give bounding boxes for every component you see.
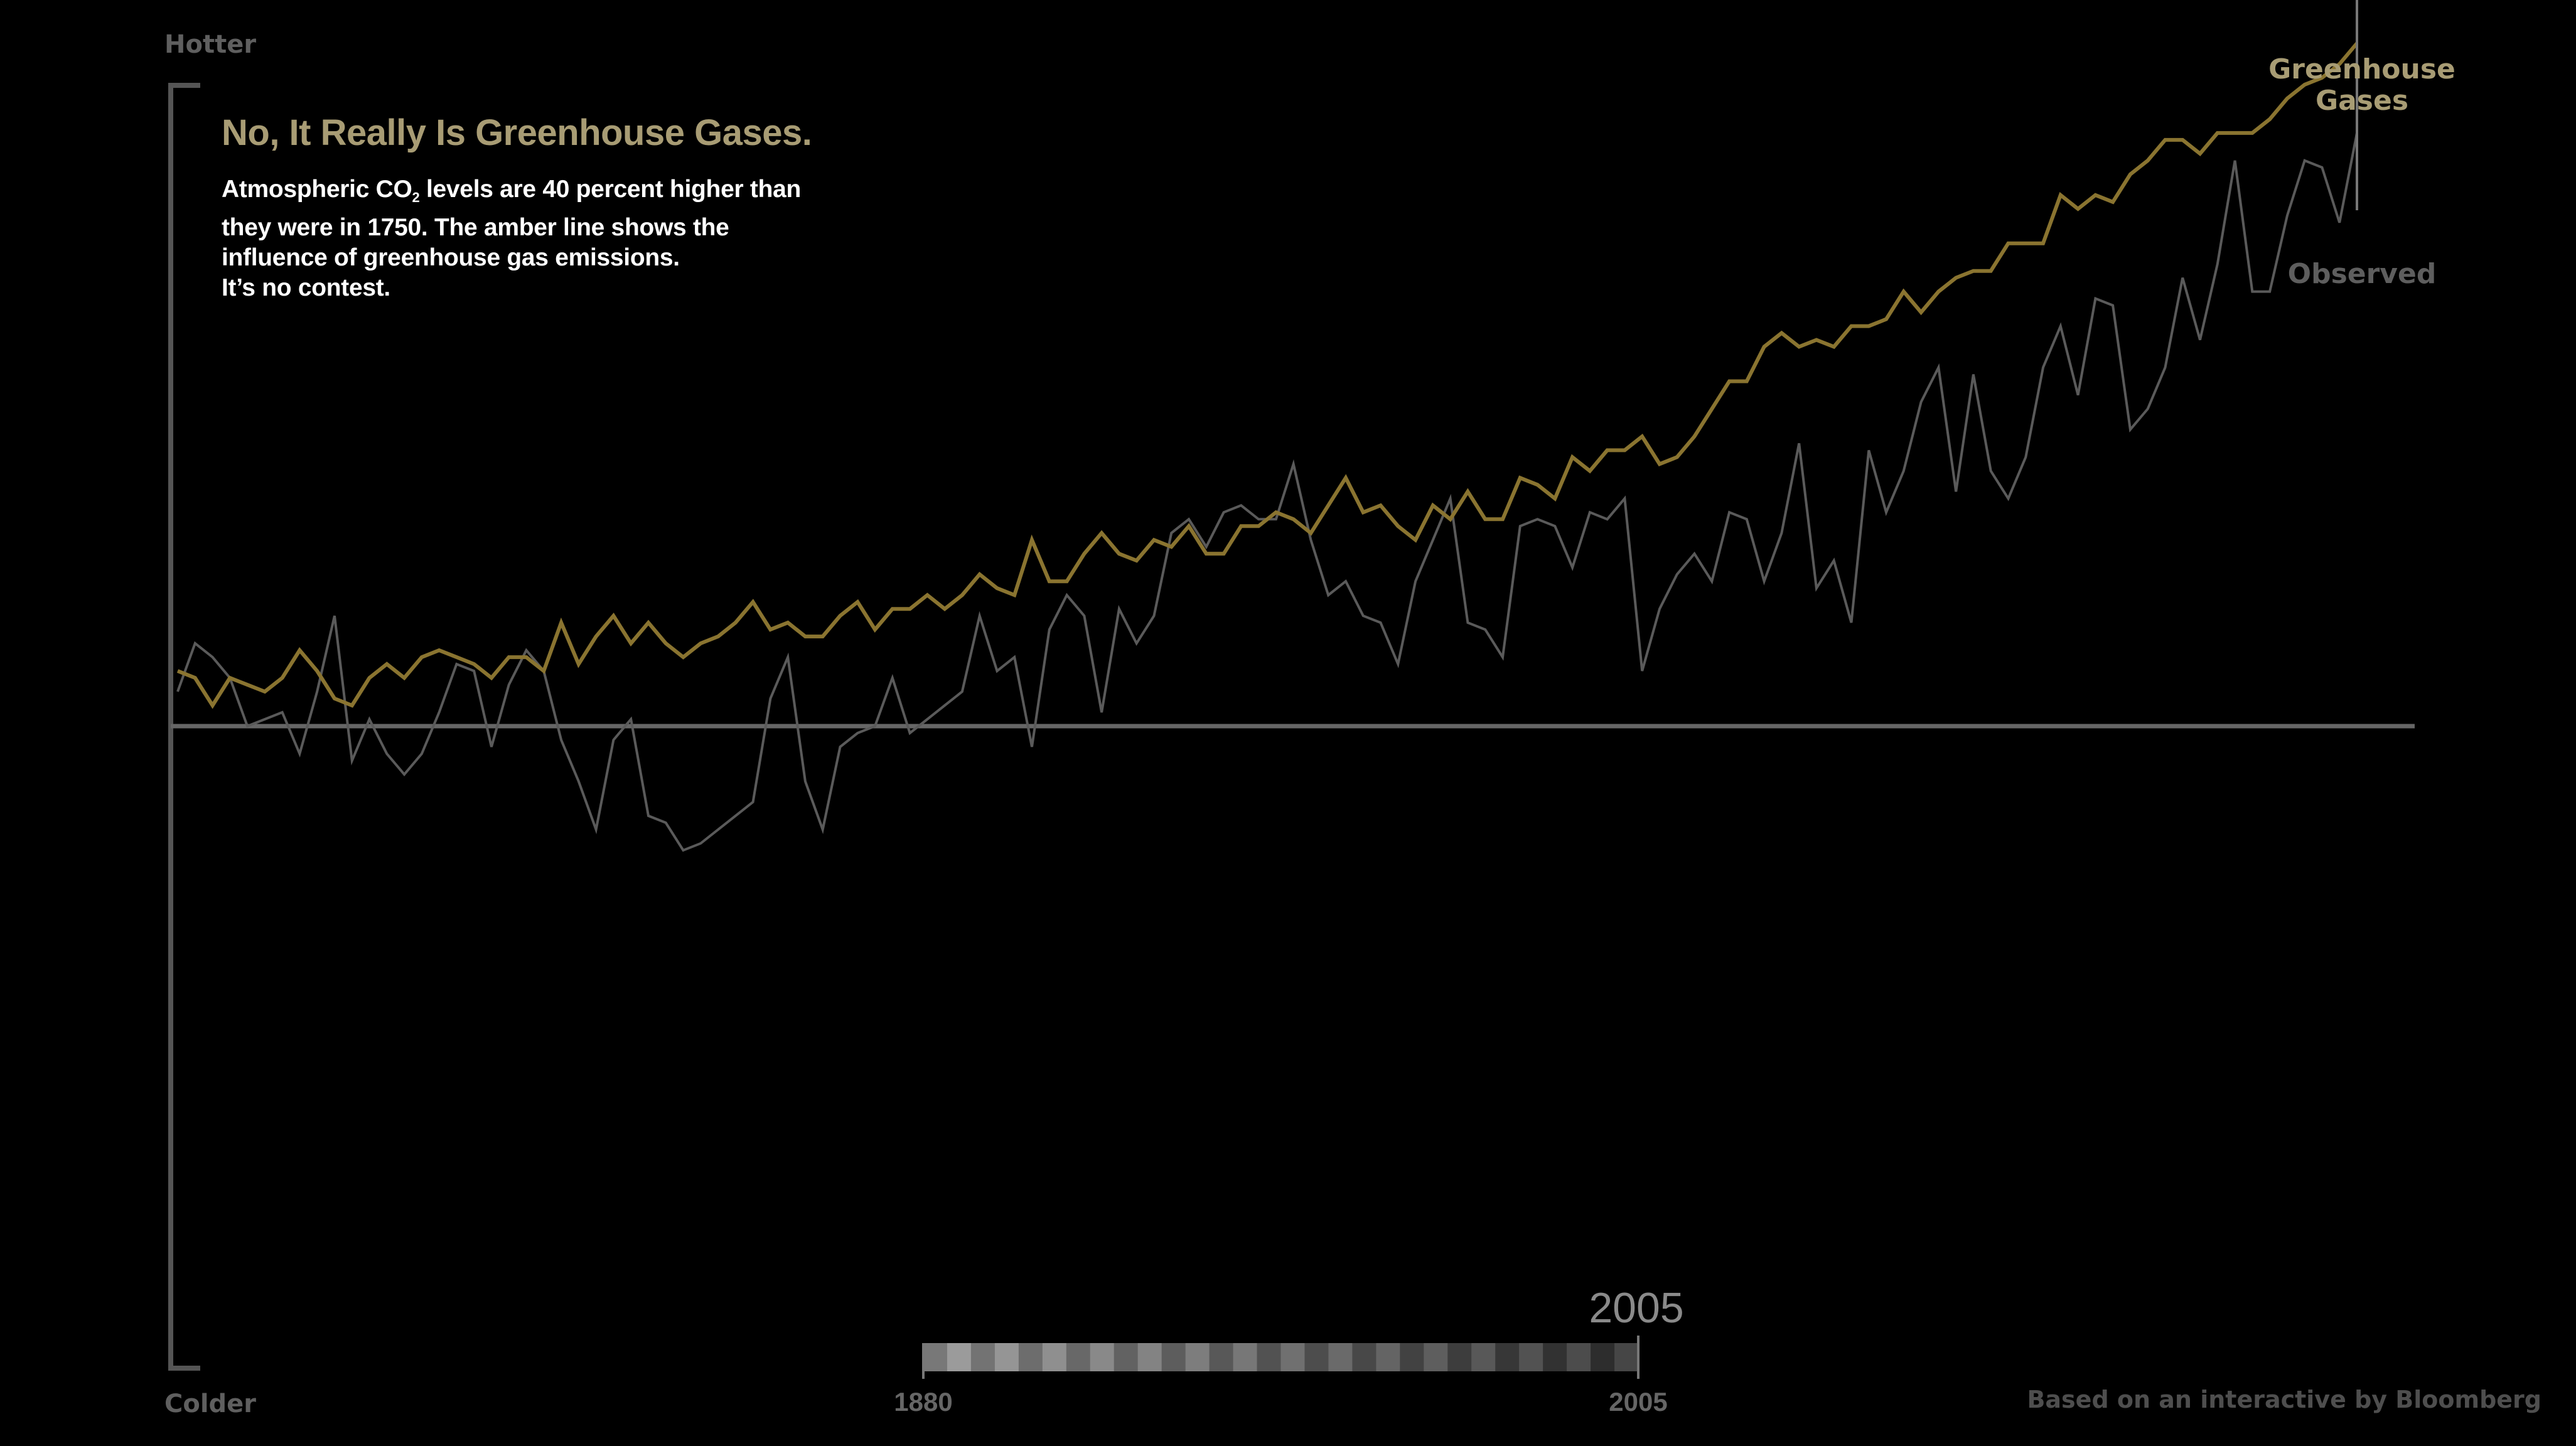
legend-observed: Observed xyxy=(2287,258,2437,290)
timeline-segment[interactable] xyxy=(1447,1343,1472,1371)
timeline-segment[interactable] xyxy=(1257,1343,1281,1371)
timeline-segment[interactable] xyxy=(1471,1343,1496,1371)
timeline-segment[interactable] xyxy=(1495,1343,1520,1371)
chart-description: Atmospheric CO2 levels are 40 percent hi… xyxy=(222,174,801,303)
timeline-segment[interactable] xyxy=(1304,1343,1329,1371)
timeline-segment[interactable] xyxy=(1042,1343,1067,1371)
timeline-segment[interactable] xyxy=(947,1343,972,1371)
timeline-segment[interactable] xyxy=(1543,1343,1567,1371)
timeline-segment[interactable] xyxy=(1591,1343,1615,1371)
timeline-segment[interactable] xyxy=(1161,1343,1186,1371)
timeline-segment[interactable] xyxy=(1519,1343,1543,1371)
timeline-segment[interactable] xyxy=(1233,1343,1258,1371)
hotter-label: Hotter xyxy=(164,30,257,59)
series-line-greenhouse-gases xyxy=(176,42,2359,709)
description-line: they were in 1750. The amber line shows … xyxy=(222,214,729,241)
chart-title: No, It Really Is Greenhouse Gases. xyxy=(222,112,812,153)
description-line: influence of greenhouse gas emissions. xyxy=(222,244,680,271)
colder-label: Colder xyxy=(164,1390,257,1418)
timeline-end-label: 2005 xyxy=(1609,1387,1668,1417)
timeline-segment[interactable] xyxy=(1614,1343,1639,1371)
legend-greenhouse-gases: Greenhouse Gases xyxy=(2268,53,2455,117)
timeline-segment[interactable] xyxy=(1424,1343,1448,1371)
timeline-segment[interactable] xyxy=(1352,1343,1377,1371)
timeline-segment[interactable] xyxy=(1280,1343,1305,1371)
current-year-readout: 2005 xyxy=(1589,1284,1684,1332)
description-line: It’s no contest. xyxy=(222,274,390,301)
timeline-start-label: 1880 xyxy=(894,1387,953,1417)
timeline-segment[interactable] xyxy=(1018,1343,1043,1371)
description-line: Atmospheric CO2 levels are 40 percent hi… xyxy=(222,176,802,205)
timeline-slider[interactable] xyxy=(922,1336,1640,1379)
timeline-segment[interactable] xyxy=(1066,1343,1091,1371)
timeline-segment[interactable] xyxy=(923,1343,948,1371)
timeline-segment[interactable] xyxy=(1185,1343,1210,1371)
timeline-segment[interactable] xyxy=(1400,1343,1424,1371)
timeline-segment[interactable] xyxy=(1209,1343,1234,1371)
timeline-segment[interactable] xyxy=(994,1343,1019,1371)
credit-text: Based on an interactive by Bloomberg xyxy=(2027,1386,2541,1413)
timeline-segment[interactable] xyxy=(1114,1343,1139,1371)
timeline-segment[interactable] xyxy=(1137,1343,1162,1371)
timeline-segment[interactable] xyxy=(970,1343,996,1371)
timeline-segment[interactable] xyxy=(1090,1343,1115,1371)
timeline-segment[interactable] xyxy=(1328,1343,1353,1371)
timeline-segment[interactable] xyxy=(1567,1343,1591,1371)
timeline-segment[interactable] xyxy=(1376,1343,1400,1371)
